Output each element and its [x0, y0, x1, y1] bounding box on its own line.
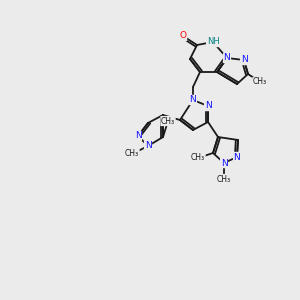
Text: CH₃: CH₃ [253, 77, 267, 86]
Text: NH: NH [207, 38, 219, 46]
Text: N: N [190, 95, 196, 104]
Text: CH₃: CH₃ [191, 154, 205, 163]
Text: N: N [220, 158, 227, 167]
Text: CH₃: CH₃ [217, 175, 231, 184]
Text: N: N [234, 152, 240, 161]
Text: N: N [224, 53, 230, 62]
Text: N: N [205, 101, 212, 110]
Text: CH₃: CH₃ [161, 116, 175, 125]
Text: N: N [241, 56, 248, 64]
Text: N: N [135, 131, 141, 140]
Text: N: N [145, 142, 152, 151]
Text: CH₃: CH₃ [125, 149, 139, 158]
Text: O: O [179, 32, 187, 40]
